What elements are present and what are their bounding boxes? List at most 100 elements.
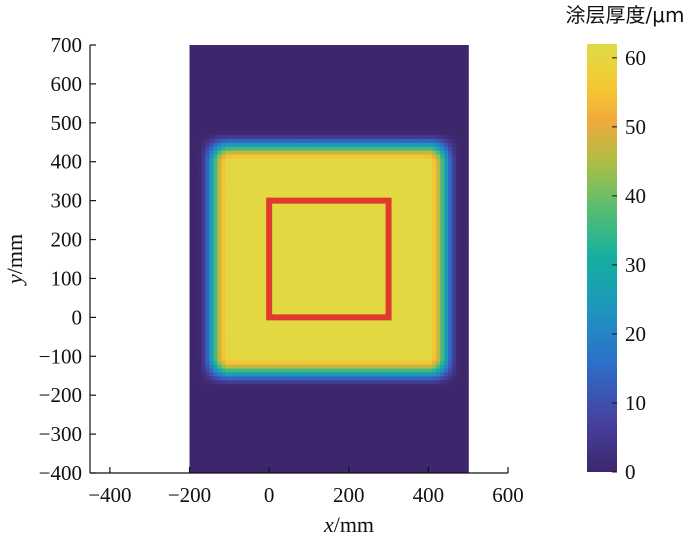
heatmap-cell xyxy=(281,146,286,151)
heatmap-cell xyxy=(336,192,342,198)
heatmap-cell xyxy=(332,441,338,447)
heatmap-cell xyxy=(324,52,330,58)
heatmap-cell xyxy=(265,142,270,147)
heatmap-cell xyxy=(209,80,215,85)
heatmap-cell xyxy=(348,395,354,400)
heatmap-cell xyxy=(197,153,203,159)
heatmap-cell xyxy=(257,461,262,466)
heatmap-cell xyxy=(209,216,215,221)
heatmap-cell xyxy=(332,173,338,178)
heatmap-cell xyxy=(340,192,346,198)
heatmap-cell xyxy=(328,321,334,326)
heatmap-cell xyxy=(197,60,203,66)
heatmap-cell xyxy=(233,266,238,272)
heatmap-cell xyxy=(277,130,282,136)
heatmap-cell xyxy=(201,83,207,89)
heatmap-cell xyxy=(364,371,370,377)
heatmap-cell xyxy=(229,360,234,365)
heatmap-cell xyxy=(257,138,262,143)
heatmap-cell xyxy=(233,177,238,182)
heatmap-cell xyxy=(324,430,330,435)
heatmap-cell xyxy=(348,399,354,404)
heatmap-cell xyxy=(253,173,258,178)
heatmap-cell xyxy=(277,251,282,256)
heatmap-cell xyxy=(213,282,218,287)
heatmap-cell xyxy=(289,367,294,373)
heatmap-cell xyxy=(300,321,306,326)
heatmap-cell xyxy=(336,461,342,466)
heatmap-cell xyxy=(221,220,226,225)
heatmap-cell xyxy=(364,453,370,459)
heatmap-cell xyxy=(344,247,350,252)
heatmap-cell xyxy=(249,227,254,233)
heatmap-cell xyxy=(241,270,246,276)
heatmap-cell xyxy=(253,430,258,435)
heatmap-cell xyxy=(209,426,215,431)
heatmap-cell xyxy=(304,309,310,315)
heatmap-cell xyxy=(316,231,322,237)
heatmap-cell xyxy=(289,99,294,104)
heatmap-cell xyxy=(245,469,250,473)
heatmap-cell xyxy=(193,364,199,369)
heatmap-cell xyxy=(340,329,346,334)
heatmap-cell xyxy=(245,107,250,112)
heatmap-cell xyxy=(332,301,338,307)
heatmap-cell xyxy=(340,138,346,143)
heatmap-cell xyxy=(225,231,230,237)
heatmap-cell xyxy=(213,332,218,338)
heatmap-cell xyxy=(213,220,218,225)
heatmap-cell xyxy=(328,45,334,50)
heatmap-cell xyxy=(340,371,346,377)
heatmap-cell xyxy=(300,235,306,241)
heatmap-cell xyxy=(316,103,322,108)
heatmap-cell xyxy=(297,387,302,392)
heatmap-cell xyxy=(352,146,358,151)
heatmap-cell xyxy=(308,188,314,194)
heatmap-cell xyxy=(340,286,346,291)
heatmap-cell xyxy=(193,150,199,155)
heatmap-cell xyxy=(197,325,203,330)
heatmap-cell xyxy=(320,422,326,427)
heatmap-cell xyxy=(221,406,226,412)
heatmap-cell xyxy=(233,146,238,151)
heatmap-cell xyxy=(241,91,246,97)
heatmap-cell xyxy=(257,364,262,369)
heatmap-cell xyxy=(241,437,246,443)
heatmap-cell xyxy=(344,441,350,447)
heatmap-cell xyxy=(316,278,322,283)
heatmap-cell xyxy=(328,367,334,373)
heatmap-cell xyxy=(237,115,242,120)
heatmap-cell xyxy=(348,414,354,420)
heatmap-cell xyxy=(293,177,298,182)
heatmap-cell xyxy=(312,434,318,439)
heatmap-cell xyxy=(304,445,310,451)
heatmap-cell xyxy=(304,364,310,369)
heatmap-cell xyxy=(328,146,334,151)
heatmap-cell xyxy=(285,278,290,283)
heatmap-cell xyxy=(289,434,294,439)
heatmap-cell xyxy=(205,360,211,365)
heatmap-cell xyxy=(293,60,298,66)
heatmap-cell xyxy=(241,375,246,381)
heatmap-cell xyxy=(340,188,346,194)
heatmap-cell xyxy=(304,402,310,408)
heatmap-cell xyxy=(225,325,230,330)
heatmap-cell xyxy=(340,130,346,136)
heatmap-cell xyxy=(229,321,234,326)
heatmap-cell xyxy=(217,130,222,136)
heatmap-cell xyxy=(348,461,354,466)
heatmap-cell xyxy=(221,383,226,388)
heatmap-cell xyxy=(209,227,215,233)
heatmap-cell xyxy=(300,243,306,248)
heatmap-cell xyxy=(332,146,338,151)
heatmap-cell xyxy=(265,181,270,186)
heatmap-cell xyxy=(332,107,338,112)
heatmap-cell xyxy=(217,453,222,459)
heatmap-cell xyxy=(281,177,286,182)
heatmap-cell xyxy=(225,138,230,143)
heatmap-cell xyxy=(304,153,310,159)
heatmap-cell xyxy=(189,173,195,178)
heatmap-cell xyxy=(201,418,207,424)
heatmap-cell xyxy=(197,68,203,73)
heatmap-cell xyxy=(201,344,207,350)
